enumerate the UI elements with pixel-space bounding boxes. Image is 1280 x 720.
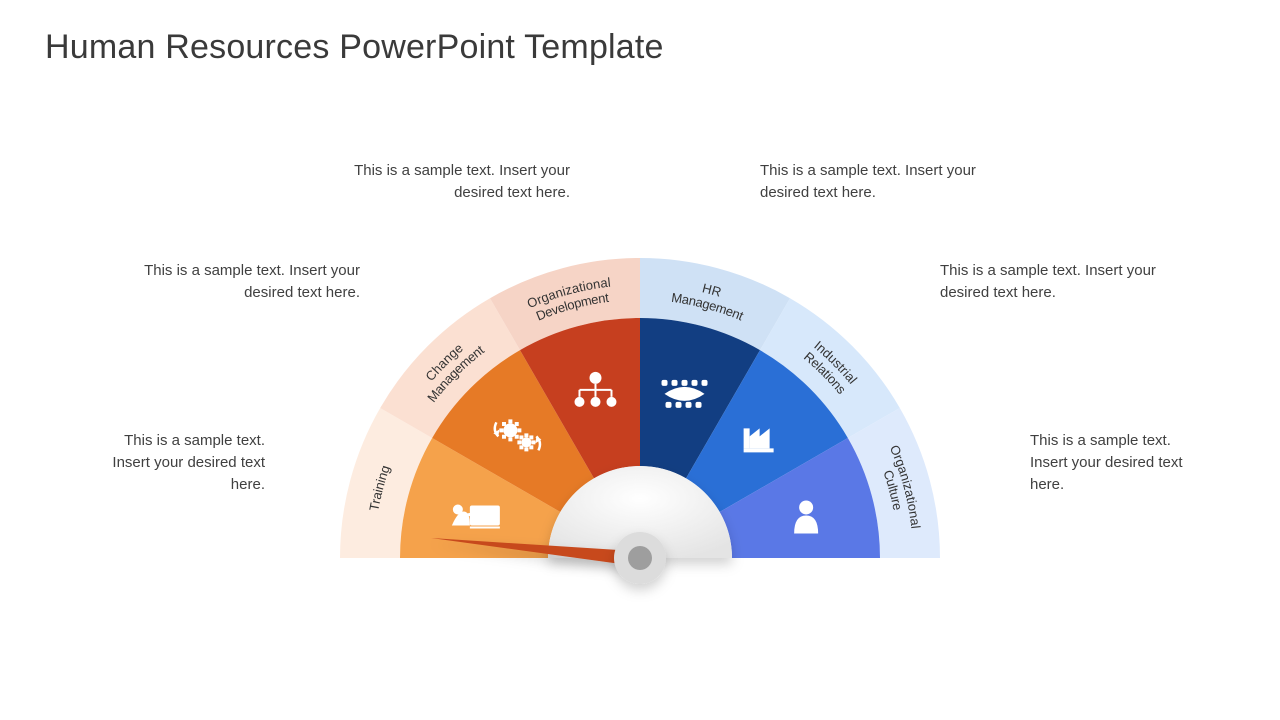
callout-mid-right: This is a sample text. Insert your desir…: [940, 260, 1170, 304]
slide: Human Resources PowerPoint Template This…: [0, 0, 1280, 720]
gauge-pin-inner: [628, 546, 652, 570]
factory-icon: [744, 428, 774, 452]
gauge-svg: TrainingChangeManagementOrganizationalDe…: [310, 228, 970, 608]
callout-bottom-right: This is a sample text. Insert your desir…: [1030, 430, 1210, 495]
callout-top-left: This is a sample text. Insert your desir…: [310, 160, 570, 204]
callout-top-right: This is a sample text. Insert your desir…: [760, 160, 1020, 204]
training-icon: [452, 504, 500, 527]
slide-title: Human Resources PowerPoint Template: [45, 28, 664, 67]
callout-bottom-left: This is a sample text. Insert your desir…: [85, 430, 265, 495]
